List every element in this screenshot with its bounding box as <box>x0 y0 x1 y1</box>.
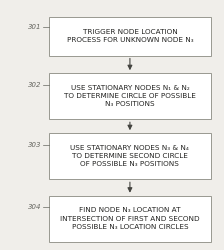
Text: 303: 303 <box>28 142 41 148</box>
Text: 304: 304 <box>28 204 41 210</box>
Text: USE STATIONARY NODES N₁ & N₂
TO DETERMINE CIRCLE OF POSSIBLE
N₃ POSITIONS: USE STATIONARY NODES N₁ & N₂ TO DETERMIN… <box>64 85 196 108</box>
Text: 301: 301 <box>28 24 41 30</box>
FancyBboxPatch shape <box>49 17 211 56</box>
FancyBboxPatch shape <box>49 133 211 180</box>
FancyBboxPatch shape <box>49 196 211 242</box>
Text: USE STATIONARY NODES N₃ & N₄
TO DETERMINE SECOND CIRCLE
OF POSSIBLE N₃ POSITIONS: USE STATIONARY NODES N₃ & N₄ TO DETERMIN… <box>71 145 189 168</box>
Text: FIND NODE N₃ LOCATION AT
INTERSECTION OF FIRST AND SECOND
POSSIBLE N₃ LOCATION C: FIND NODE N₃ LOCATION AT INTERSECTION OF… <box>60 208 200 230</box>
Text: 302: 302 <box>28 82 41 88</box>
FancyBboxPatch shape <box>49 73 211 120</box>
Text: TRIGGER NODE LOCATION
PROCESS FOR UNKNOWN NODE N₃: TRIGGER NODE LOCATION PROCESS FOR UNKNOW… <box>67 29 193 43</box>
